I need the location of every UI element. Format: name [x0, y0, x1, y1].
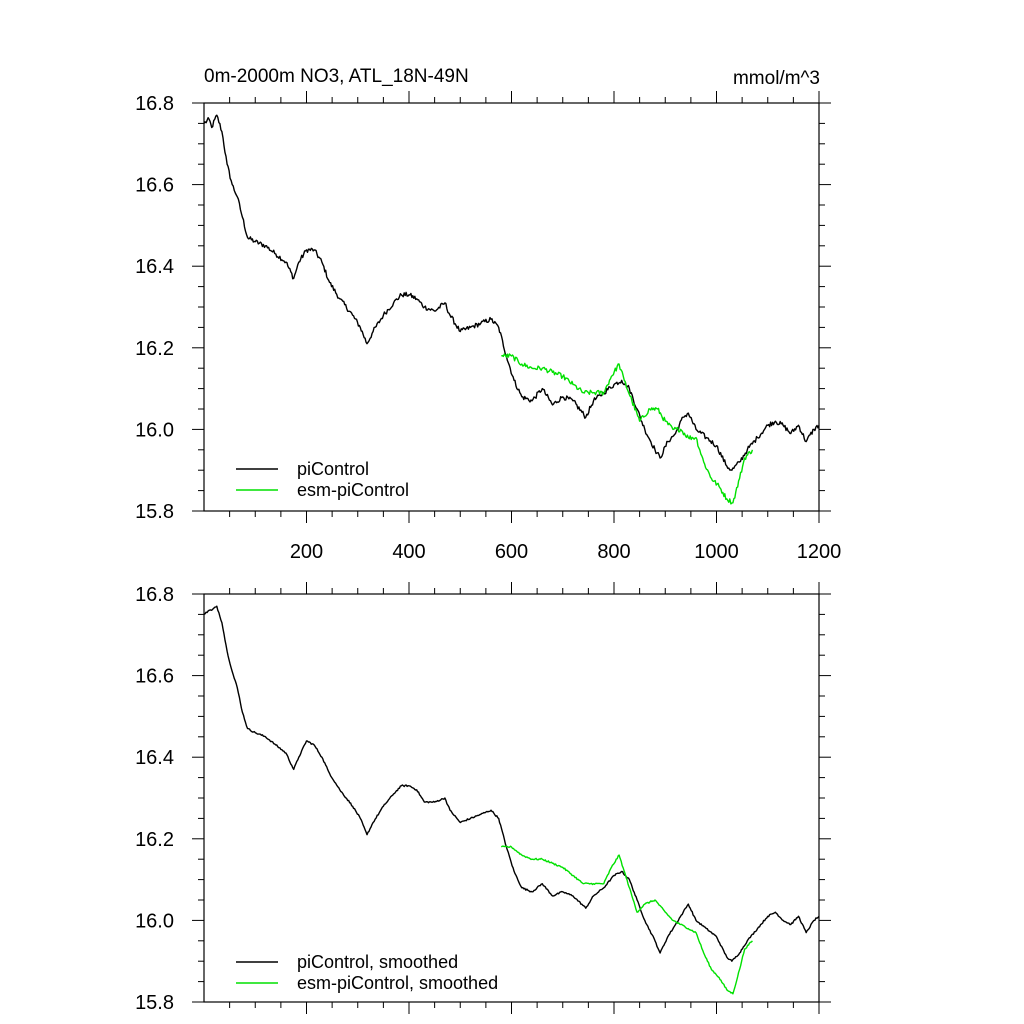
series-group-top — [203, 114, 820, 505]
legend-label-picontrol: piControl — [297, 459, 369, 479]
y-tick-label: 16.6 — [135, 666, 174, 688]
x-tick-label: 1200 — [797, 541, 842, 563]
top-panel: 0m-2000m NO3, ATL_18N-49N mmol/m^3 15.81… — [135, 66, 841, 563]
y-tick-label: 15.8 — [135, 992, 174, 1014]
y-tick-label: 16.8 — [135, 584, 174, 606]
x-tick-label: 400 — [392, 541, 425, 563]
legend-label-esm-picontrol: esm-piControl — [297, 480, 409, 500]
y-tick-label: 16.4 — [135, 256, 174, 278]
y-tick-label: 16.0 — [135, 419, 174, 441]
x-tick-label: 1000 — [694, 541, 739, 563]
series-line-picontrol-smoothed — [203, 605, 820, 962]
tick-group-bottom: 15.8 16.0 16.2 16.4 16.6 16.8 — [135, 582, 831, 1014]
legend-label-picontrol-smoothed: piControl, smoothed — [297, 952, 458, 972]
y-tick-label: 16.8 — [135, 93, 174, 115]
series-line-picontrol — [203, 114, 820, 471]
bottom-panel: 15.8 16.0 16.2 16.4 16.6 16.8 piControl, smoo… — [135, 582, 831, 1014]
legend-bottom: piControl, smoothed esm-piControl, smoot… — [236, 952, 498, 993]
chart-title-left: 0m-2000m NO3, ATL_18N-49N — [204, 66, 469, 87]
y-tick-label: 15.8 — [135, 501, 174, 523]
plot-frame-top — [203, 102, 820, 512]
series-line-esm-picontrol-smoothed — [500, 845, 753, 995]
y-tick-label: 16.2 — [135, 338, 174, 360]
y-tick-label: 16.2 — [135, 829, 174, 851]
y-tick-label: 16.0 — [135, 910, 174, 932]
series-group-bottom — [203, 605, 820, 995]
x-tick-label: 800 — [597, 541, 630, 563]
x-tick-label: 600 — [495, 541, 528, 563]
x-tick-label: 200 — [290, 541, 323, 563]
legend-top: piControl esm-piControl — [236, 459, 409, 500]
y-tick-label: 16.6 — [135, 175, 174, 197]
y-tick-label: 16.4 — [135, 747, 174, 769]
chart-units-label: mmol/m^3 — [733, 68, 820, 89]
plot-frame-bottom — [203, 593, 820, 1003]
legend-label-esm-picontrol-smoothed: esm-piControl, smoothed — [297, 973, 498, 993]
series-line-esm-picontrol — [501, 353, 754, 505]
tick-group-top: 15.8 16.0 16.2 16.4 16.6 16.8 200 400 600 800 1000… — [135, 91, 841, 563]
